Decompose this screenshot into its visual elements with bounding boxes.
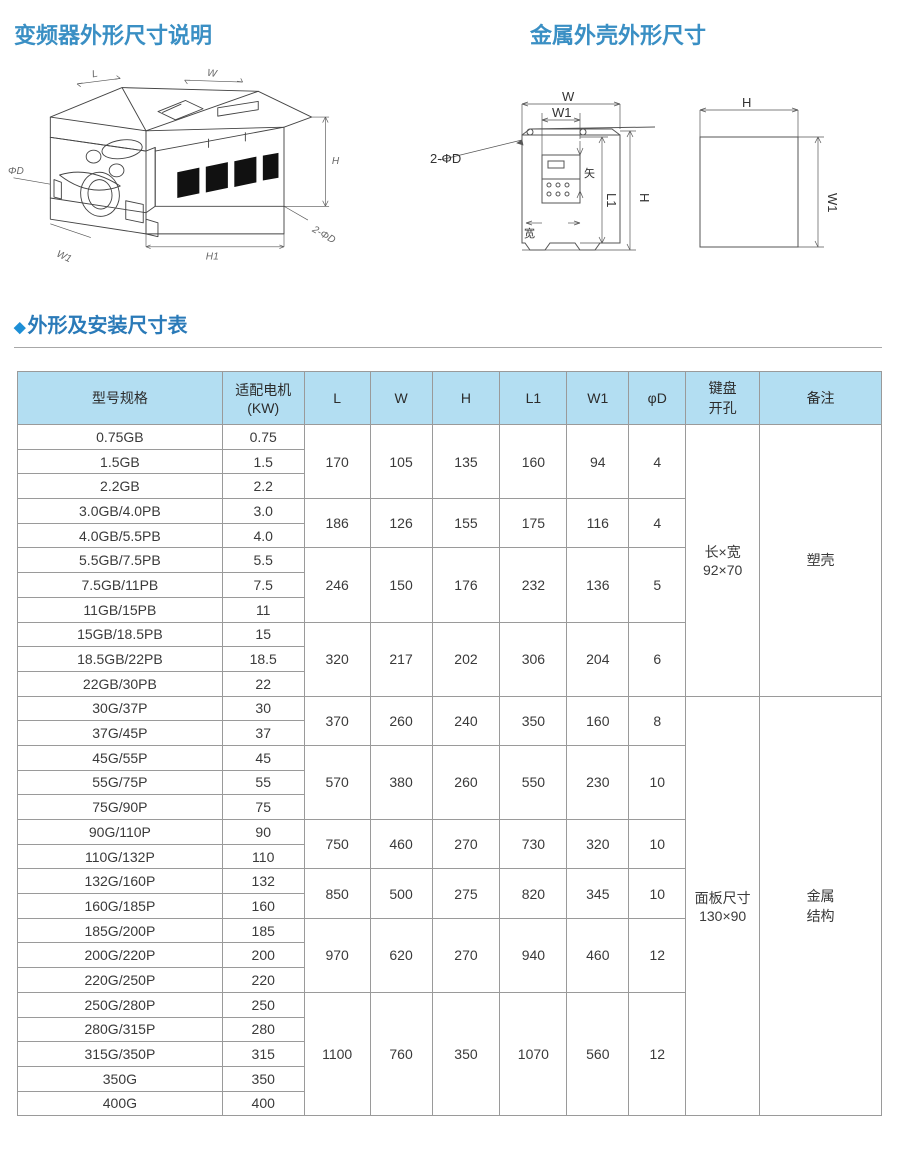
svg-text:H1: H1 [206,252,219,263]
svg-text:W1: W1 [552,105,572,120]
svg-text:2-ΦD: 2-ΦD [430,151,461,166]
svg-text:H: H [332,156,340,167]
svg-text:2-ΦD: 2-ΦD [309,224,337,246]
svg-text:H: H [637,193,652,202]
svg-text:H: H [742,95,751,110]
svg-text:L: L [91,68,99,80]
svg-text:L1: L1 [604,193,619,207]
svg-text:宽: 宽 [524,226,535,240]
svg-text:W1: W1 [825,193,840,213]
svg-text:W: W [562,89,575,104]
svg-text:矢: 矢 [584,166,595,180]
svg-text:W: W [206,68,218,80]
svg-text:W1: W1 [55,249,73,265]
svg-text:ΦD: ΦD [8,166,24,177]
